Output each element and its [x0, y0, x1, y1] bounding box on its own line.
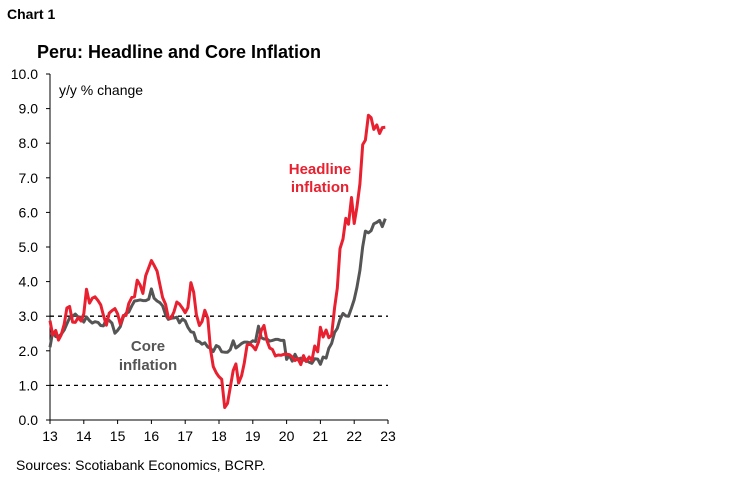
- x-tick-label: 16: [144, 428, 160, 444]
- core-inflation-line: [48, 218, 387, 366]
- y-tick-label: 1.0: [19, 377, 39, 393]
- x-tick-label: 23: [380, 428, 396, 444]
- y-axis-units-label: y/y % change: [59, 82, 143, 98]
- x-tick-label: 17: [177, 428, 193, 444]
- y-tick-label: 0.0: [19, 412, 39, 428]
- headline-inflation-line: [48, 113, 386, 409]
- core-inflation-annotation: inflation: [119, 357, 177, 374]
- x-tick-label: 15: [110, 428, 126, 444]
- x-tick-label: 18: [211, 428, 227, 444]
- y-tick-label: 8.0: [19, 135, 39, 151]
- chart-title: Peru: Headline and Core Inflation: [37, 42, 322, 62]
- headline-inflation-annotation: Headline: [289, 161, 352, 178]
- headline-inflation-annotation: inflation: [291, 179, 349, 196]
- y-tick-label: 6.0: [19, 204, 39, 220]
- chart-label: Chart 1: [7, 6, 56, 22]
- x-tick-label: 20: [279, 428, 295, 444]
- y-tick-label: 10.0: [11, 66, 38, 82]
- x-tick-label: 14: [76, 428, 92, 444]
- x-tick-label: 22: [346, 428, 362, 444]
- y-tick-label: 3.0: [19, 308, 39, 324]
- x-tick-label: 21: [313, 428, 329, 444]
- y-tick-label: 5.0: [19, 239, 39, 255]
- y-tick-label: 2.0: [19, 343, 39, 359]
- y-tick-label: 7.0: [19, 170, 39, 186]
- core-inflation-annotation: Core: [131, 338, 165, 355]
- x-tick-label: 13: [42, 428, 58, 444]
- y-tick-label: 9.0: [19, 101, 39, 117]
- y-tick-label: 4.0: [19, 274, 39, 290]
- x-tick-label: 19: [245, 428, 261, 444]
- source-note: Sources: Scotiabank Economics, BCRP.: [16, 457, 266, 473]
